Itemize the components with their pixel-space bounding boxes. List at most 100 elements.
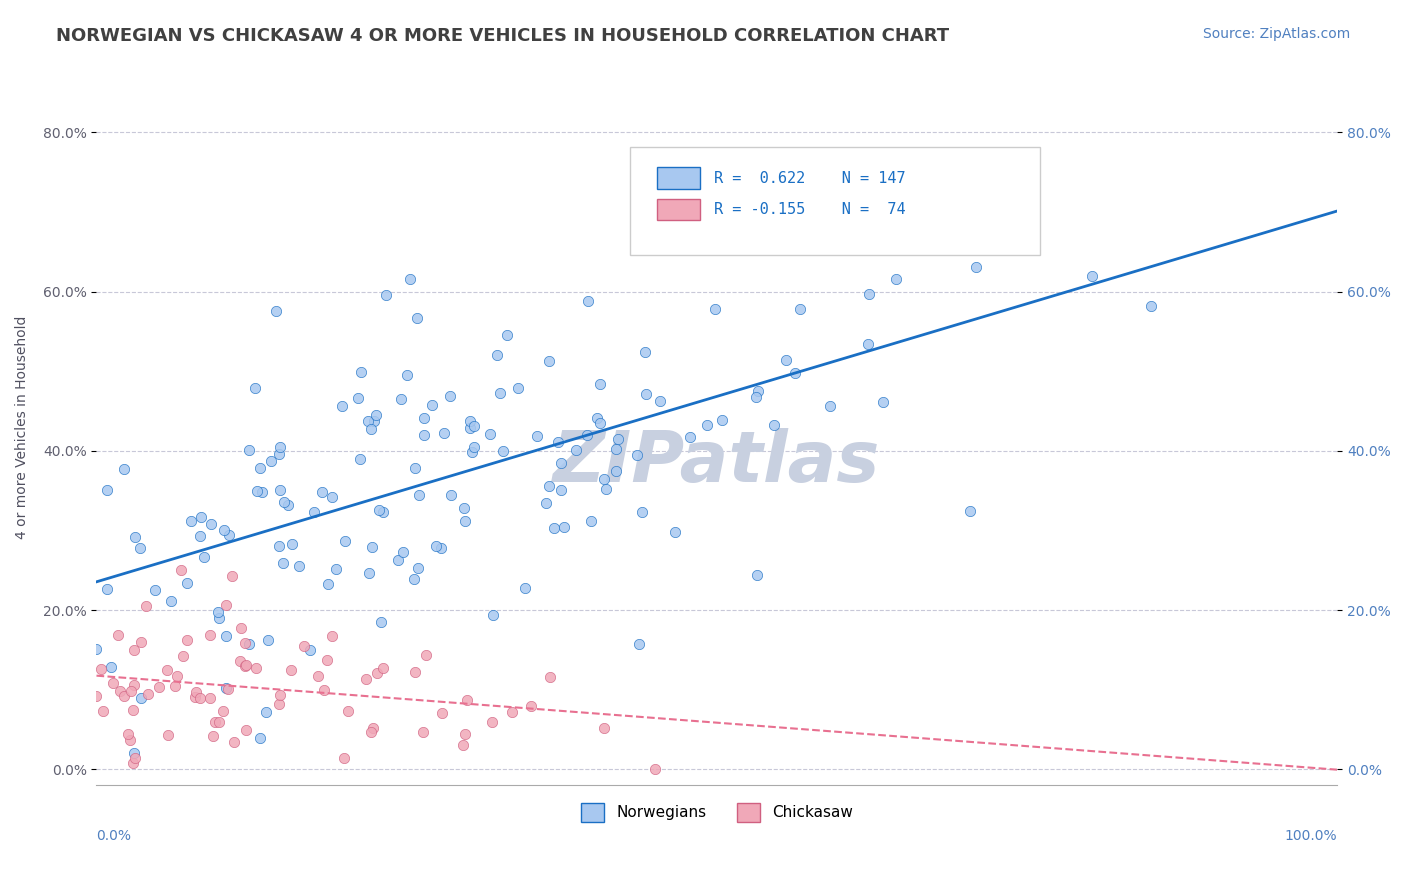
Point: [157, 728, 180, 742]
Point: [160, 594, 183, 608]
Point: [965, 260, 987, 274]
Point: [101, 676, 124, 690]
Point: [454, 726, 477, 740]
Point: [579, 514, 602, 528]
Point: [392, 545, 415, 559]
Point: [117, 727, 139, 741]
Point: [630, 505, 652, 519]
Point: [267, 539, 290, 553]
Point: [122, 643, 145, 657]
Point: [526, 429, 548, 443]
Point: [100, 660, 122, 674]
Point: [440, 488, 463, 502]
Point: [742, 149, 765, 163]
Point: [121, 684, 143, 698]
Point: [325, 562, 347, 576]
Point: [314, 683, 336, 698]
Point: [430, 541, 453, 555]
Point: [212, 704, 235, 718]
Bar: [658, 168, 700, 189]
Point: [172, 648, 194, 663]
Bar: [658, 199, 700, 220]
Point: [508, 381, 530, 395]
Point: [176, 632, 198, 647]
Point: [170, 563, 193, 577]
Text: ZIPatlas: ZIPatlas: [553, 428, 880, 497]
Point: [586, 410, 609, 425]
Point: [628, 638, 651, 652]
Point: [461, 445, 484, 459]
Point: [373, 661, 395, 675]
Point: [745, 568, 768, 582]
Point: [321, 629, 343, 643]
Point: [188, 690, 211, 705]
Point: [634, 345, 657, 359]
Point: [273, 495, 295, 509]
Point: [304, 506, 326, 520]
Point: [884, 272, 907, 286]
Point: [335, 533, 357, 548]
Point: [269, 440, 291, 454]
Point: [361, 721, 384, 735]
Point: [143, 583, 166, 598]
Point: [249, 461, 271, 475]
Point: [112, 689, 135, 703]
Point: [513, 581, 536, 595]
Point: [644, 763, 666, 777]
Point: [235, 723, 257, 738]
Point: [208, 610, 231, 624]
Point: [463, 440, 485, 454]
Point: [547, 435, 569, 450]
Point: [281, 537, 304, 551]
Point: [538, 354, 561, 368]
Point: [122, 703, 145, 717]
Text: NORWEGIAN VS CHICKASAW 4 OR MORE VEHICLES IN HOUSEHOLD CORRELATION CHART: NORWEGIAN VS CHICKASAW 4 OR MORE VEHICLE…: [56, 27, 949, 45]
Point: [404, 572, 426, 586]
Point: [207, 606, 229, 620]
Point: [235, 657, 257, 672]
Point: [222, 735, 245, 749]
Point: [366, 665, 388, 680]
Point: [190, 510, 212, 524]
Point: [553, 520, 575, 534]
Point: [550, 483, 572, 498]
Point: [439, 389, 461, 403]
Point: [357, 566, 380, 581]
Point: [131, 634, 153, 648]
Point: [107, 627, 129, 641]
Point: [193, 549, 215, 564]
Point: [349, 452, 371, 467]
Point: [607, 432, 630, 446]
Point: [593, 721, 616, 735]
Point: [520, 699, 543, 714]
Point: [920, 170, 942, 185]
Point: [215, 629, 238, 643]
Point: [703, 301, 725, 316]
Point: [789, 301, 811, 316]
Point: [316, 577, 339, 591]
Point: [184, 685, 207, 699]
Point: [200, 628, 222, 642]
Point: [543, 521, 565, 535]
Point: [576, 427, 599, 442]
Point: [233, 659, 256, 673]
Point: [412, 725, 434, 739]
Point: [818, 399, 841, 413]
Point: [129, 541, 152, 555]
Point: [249, 731, 271, 746]
Point: [124, 530, 146, 544]
Point: [872, 395, 894, 409]
Point: [86, 641, 108, 656]
Point: [229, 621, 252, 635]
Point: [415, 648, 437, 662]
Point: [120, 733, 142, 747]
Point: [425, 539, 447, 553]
Text: 0.0%: 0.0%: [97, 830, 132, 843]
Point: [534, 496, 557, 510]
Point: [396, 368, 419, 382]
Point: [356, 672, 378, 686]
Text: R = -0.155    N =  74: R = -0.155 N = 74: [714, 202, 905, 218]
Point: [90, 662, 112, 676]
Point: [762, 418, 785, 433]
Point: [648, 393, 671, 408]
